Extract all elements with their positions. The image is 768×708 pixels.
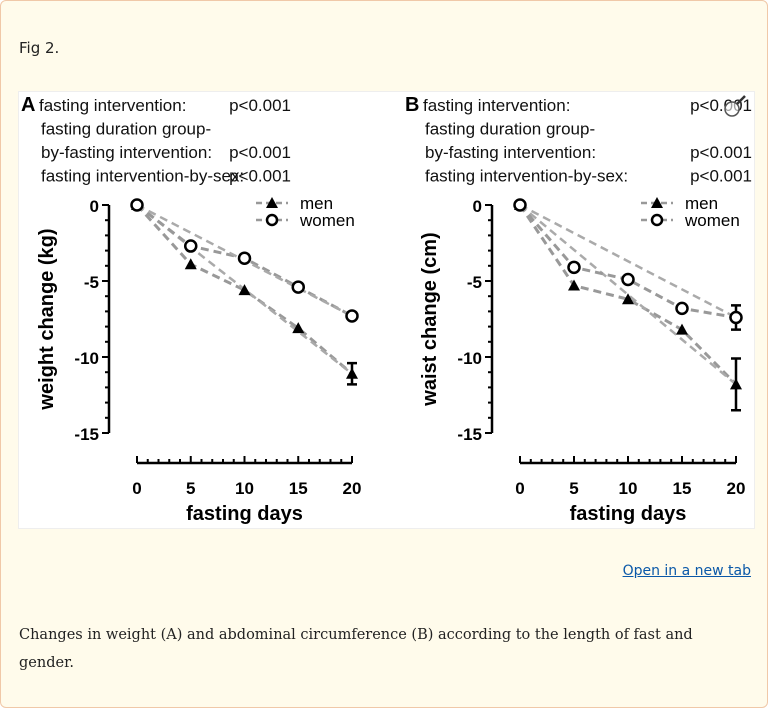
magnifier-icon[interactable] bbox=[724, 95, 746, 117]
x-tick-label: 20 bbox=[727, 479, 746, 498]
series-line-men bbox=[135, 203, 353, 375]
data-point-women bbox=[621, 272, 635, 287]
x-tick-label: 5 bbox=[569, 479, 578, 498]
stat-p-value: p<0.001 bbox=[690, 167, 752, 186]
x-axis-label: fasting days bbox=[186, 503, 303, 525]
data-point-women bbox=[291, 280, 305, 294]
stat-label: by-fasting intervention: bbox=[425, 143, 596, 162]
data-point-men bbox=[292, 322, 305, 334]
x-tick-label: 15 bbox=[673, 479, 692, 498]
legend-marker-men bbox=[266, 197, 278, 208]
stat-label: fasting intervention-by-sex: bbox=[425, 167, 628, 186]
y-tick-label: -5 bbox=[467, 273, 482, 292]
y-tick-label: 0 bbox=[90, 197, 99, 216]
stat-p-value: p<0.001 bbox=[229, 143, 291, 162]
legend-marker-women bbox=[265, 213, 279, 227]
stat-label: fasting duration group- bbox=[425, 120, 595, 139]
magnifier-handle bbox=[736, 95, 746, 105]
x-tick-label: 20 bbox=[343, 479, 362, 498]
data-point-men bbox=[238, 284, 251, 296]
x-tick-label: 5 bbox=[186, 479, 195, 498]
y-tick-label: 0 bbox=[473, 197, 482, 216]
legend-label: men bbox=[300, 194, 333, 213]
data-point-women bbox=[513, 198, 527, 212]
legend-marker-women bbox=[650, 213, 664, 227]
data-point-women bbox=[675, 301, 689, 316]
data-point-men bbox=[568, 279, 580, 291]
legend-marker-men bbox=[651, 197, 663, 208]
x-tick-label: 0 bbox=[515, 479, 524, 498]
figure-caption: Changes in weight (A) and abdominal circ… bbox=[19, 627, 693, 671]
stat-label: fasting intervention: bbox=[39, 96, 186, 115]
stat-p-value: p<0.001 bbox=[229, 96, 291, 115]
stat-label: fasting intervention: bbox=[423, 96, 570, 115]
panel-letter: A bbox=[21, 94, 35, 116]
trend-line-women bbox=[519, 203, 737, 319]
stat-label: fasting duration group- bbox=[41, 120, 211, 139]
x-tick-label: 10 bbox=[619, 479, 638, 498]
stat-p-value: p<0.001 bbox=[690, 143, 752, 162]
magnifier-lens bbox=[724, 101, 740, 117]
legend-label: men bbox=[685, 194, 718, 213]
x-tick-label: 10 bbox=[235, 479, 254, 498]
data-point-men bbox=[730, 378, 742, 390]
figure-label: Fig 2. bbox=[19, 39, 60, 57]
y-tick-label: -15 bbox=[457, 425, 482, 444]
data-point-women bbox=[237, 251, 252, 265]
data-point-women bbox=[345, 309, 359, 323]
y-axis-label: waist change (cm) bbox=[419, 232, 441, 406]
data-point-women bbox=[130, 198, 144, 212]
stat-label: by-fasting intervention: bbox=[41, 143, 212, 162]
x-tick-label: 15 bbox=[289, 479, 308, 498]
panel-letter: B bbox=[405, 94, 419, 116]
stat-label: fasting intervention-by-sex: bbox=[41, 167, 244, 186]
figure-image bbox=[18, 91, 755, 529]
data-point-women bbox=[567, 260, 581, 275]
data-point-men bbox=[346, 367, 358, 379]
stat-p-value: p<0.001 bbox=[229, 167, 291, 186]
open-in-new-tab-link[interactable]: Open in a new tab bbox=[622, 563, 751, 579]
y-tick-label: -5 bbox=[84, 273, 99, 292]
data-point-women bbox=[184, 239, 198, 253]
data-point-men bbox=[622, 293, 634, 305]
series-line-men bbox=[518, 204, 738, 386]
y-tick-label: -15 bbox=[74, 425, 99, 444]
legend-label: women bbox=[299, 211, 355, 230]
data-point-women bbox=[729, 310, 743, 325]
y-tick-label: -10 bbox=[457, 349, 482, 368]
x-axis-label: fasting days bbox=[570, 503, 687, 525]
y-tick-label: -10 bbox=[74, 349, 99, 368]
x-tick-label: 0 bbox=[132, 479, 141, 498]
legend-label: women bbox=[684, 211, 740, 230]
data-point-men bbox=[184, 258, 197, 270]
y-axis-label: weight change (kg) bbox=[36, 228, 58, 410]
trend-line-men bbox=[519, 204, 737, 386]
data-point-men bbox=[676, 323, 688, 335]
